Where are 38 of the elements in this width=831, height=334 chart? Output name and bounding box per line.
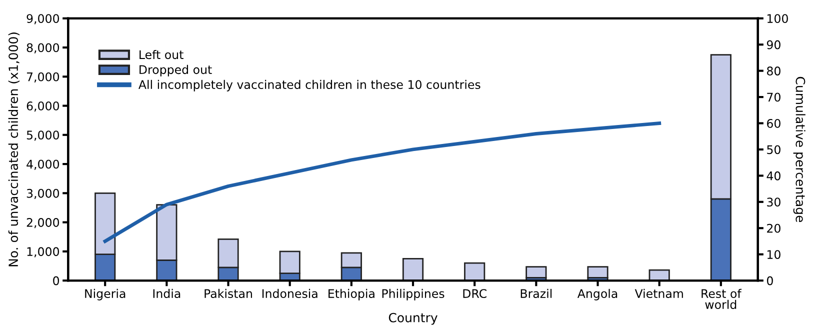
y-tick-label: 7,000	[26, 72, 60, 82]
x-tick-label: Rest of world	[702, 288, 742, 310]
x-tick-label: Indonesia	[262, 288, 318, 298]
y2-tick-label: 60	[767, 118, 780, 128]
y2-tick-label: 70	[767, 92, 780, 102]
x-tick-label: Pakistan	[204, 288, 252, 298]
y-tick-label: 3,000	[26, 188, 60, 200]
x-tick-label: Vietnam	[634, 288, 683, 298]
y2-tick-label: 50	[767, 145, 780, 154]
y2-tick-label: 10	[768, 250, 780, 259]
x-tick-label: Nigeria	[85, 288, 126, 300]
x-tick-label: Brazil	[520, 288, 552, 298]
x-axis-title: Country	[388, 312, 438, 325]
y2-axis-title: Cumulative percentage	[793, 76, 806, 222]
y-tick-label: 4,000	[26, 160, 60, 170]
y-tick-label: 9,000	[26, 14, 60, 24]
x-tick-label: Angola	[577, 288, 618, 300]
y-axis-title: No. of unvaccinated children (x1,000)	[8, 32, 20, 266]
y-tick-label: 2,000	[26, 218, 60, 228]
y2-tick-label: 20	[767, 224, 780, 233]
y-tick-label: 8,000	[26, 43, 60, 54]
legend-label: Left out	[140, 50, 184, 60]
y2-tick-label: 0	[766, 276, 773, 286]
y2-tick-label: 90	[766, 40, 780, 50]
x-tick-label: DRC	[463, 289, 486, 298]
legend-label: All incompletely vaccinated children in these 10 countries	[138, 80, 480, 92]
y-tick-label: 6,000	[26, 101, 60, 112]
x-tick-label: India	[153, 288, 180, 298]
x-tick-label: Ethiopia	[328, 288, 374, 300]
legend-label: Dropped out	[140, 64, 212, 76]
y-tick-label: 0	[53, 276, 60, 286]
y2-tick-label: 100	[768, 14, 788, 24]
y-tick-label: 1,000	[27, 247, 60, 258]
y2-tick-label: 80	[767, 66, 780, 76]
y2-tick-label: 40	[766, 171, 780, 180]
y-tick-label: 5,000	[26, 130, 60, 141]
y2-tick-label: 30	[767, 198, 780, 207]
x-tick-label: Philippines	[382, 288, 444, 300]
